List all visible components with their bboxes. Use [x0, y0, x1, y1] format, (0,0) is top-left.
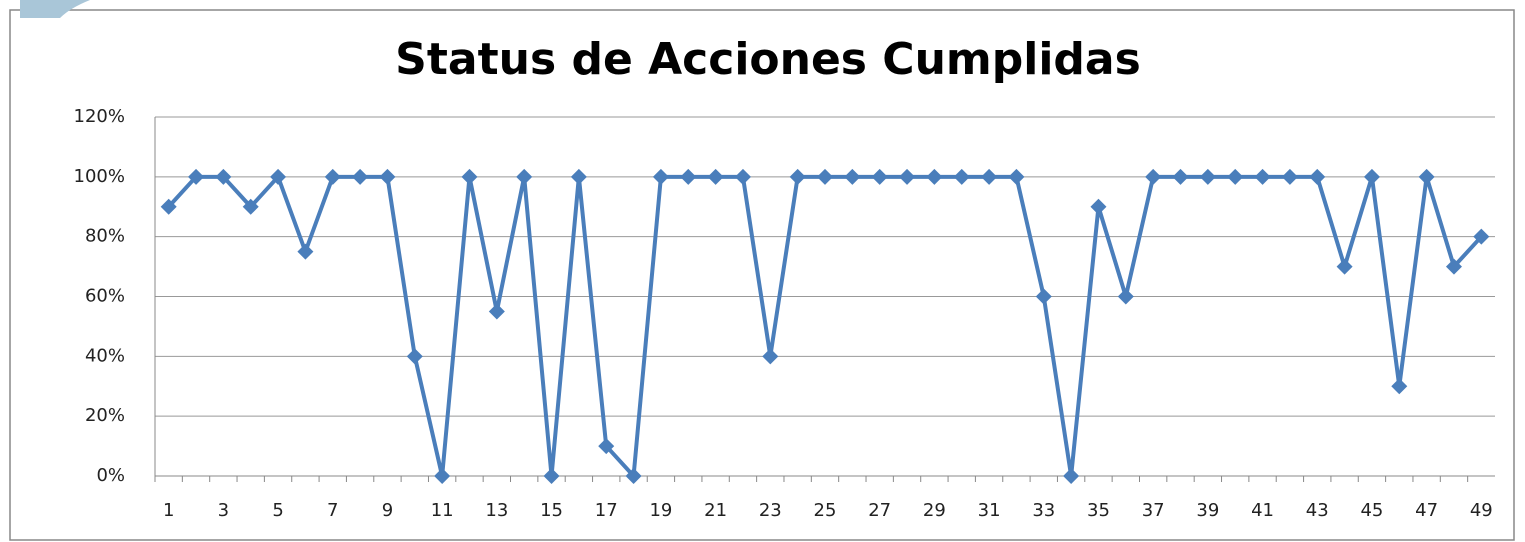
data-marker [1172, 168, 1189, 185]
x-tick-label: 7 [327, 500, 338, 521]
x-tick-label: 43 [1306, 500, 1329, 521]
data-marker [734, 168, 751, 185]
data-marker [1281, 168, 1298, 185]
data-marker [406, 348, 423, 365]
data-marker [762, 348, 779, 365]
x-tick-label: 13 [485, 500, 508, 521]
data-marker [1145, 168, 1162, 185]
data-marker [625, 468, 642, 484]
y-tick-label: 0% [96, 465, 125, 486]
data-marker [1117, 288, 1134, 305]
data-marker [1254, 168, 1271, 185]
data-marker [160, 198, 177, 215]
x-tick-label: 9 [382, 500, 393, 521]
data-marker [789, 168, 806, 185]
data-marker [1090, 198, 1107, 215]
data-marker [570, 168, 587, 185]
x-tick-label: 35 [1087, 500, 1110, 521]
data-marker [1445, 258, 1462, 275]
data-marker [981, 168, 998, 185]
data-marker [461, 168, 478, 185]
x-tick-label: 23 [759, 500, 782, 521]
x-tick-label: 29 [923, 500, 946, 521]
data-marker [1227, 168, 1244, 185]
y-tick-label: 40% [85, 345, 125, 366]
chart-frame [9, 9, 1515, 541]
data-marker [680, 168, 697, 185]
data-marker [543, 468, 560, 484]
data-marker [899, 168, 916, 185]
x-tick-label: 47 [1415, 500, 1438, 521]
data-marker [1309, 168, 1326, 185]
data-marker [652, 168, 669, 185]
data-marker [1008, 168, 1025, 185]
corner-decoration [20, 0, 90, 18]
data-marker [1199, 168, 1216, 185]
data-marker [1063, 468, 1080, 484]
x-tick-label: 39 [1196, 500, 1219, 521]
data-marker [1473, 228, 1490, 245]
data-marker [1363, 168, 1380, 185]
data-marker [1391, 378, 1408, 395]
data-marker [488, 303, 505, 320]
data-marker [953, 168, 970, 185]
x-tick-label: 33 [1032, 500, 1055, 521]
y-tick-label: 20% [85, 405, 125, 426]
chart-title: Status de Acciones Cumplidas [395, 34, 1141, 85]
data-marker [844, 168, 861, 185]
x-tick-label: 31 [978, 500, 1001, 521]
x-tick-label: 41 [1251, 500, 1274, 521]
data-marker [352, 168, 369, 185]
x-tick-label: 5 [272, 500, 283, 521]
x-tick-label: 49 [1470, 500, 1493, 521]
x-tick-label: 3 [218, 500, 229, 521]
x-tick-label: 27 [868, 500, 891, 521]
y-tick-label: 60% [85, 286, 125, 307]
data-marker [1035, 288, 1052, 305]
y-tick-label: 100% [74, 166, 125, 187]
x-tick-label: 37 [1142, 500, 1165, 521]
data-marker [379, 168, 396, 185]
x-tick-label: 45 [1360, 500, 1383, 521]
x-tick-label: 17 [595, 500, 618, 521]
data-marker [817, 168, 833, 185]
data-marker [188, 168, 205, 185]
x-tick-label: 11 [431, 500, 454, 521]
x-tick-label: 19 [649, 500, 672, 521]
data-marker [242, 198, 259, 215]
data-marker [215, 168, 232, 185]
data-marker [926, 168, 943, 185]
y-tick-label: 80% [85, 226, 125, 247]
data-marker [871, 168, 888, 185]
data-marker [707, 168, 724, 185]
data-marker [1336, 258, 1353, 275]
x-tick-label: 25 [814, 500, 837, 521]
x-tick-label: 1 [163, 500, 174, 521]
x-tick-label: 21 [704, 500, 727, 521]
y-tick-label: 120% [74, 106, 125, 127]
data-marker [516, 168, 533, 185]
data-marker [434, 468, 451, 484]
data-marker [598, 438, 615, 455]
data-marker [324, 168, 341, 185]
x-tick-label: 15 [540, 500, 563, 521]
data-marker [1418, 168, 1435, 185]
data-marker [270, 168, 287, 185]
data-marker [297, 243, 314, 260]
